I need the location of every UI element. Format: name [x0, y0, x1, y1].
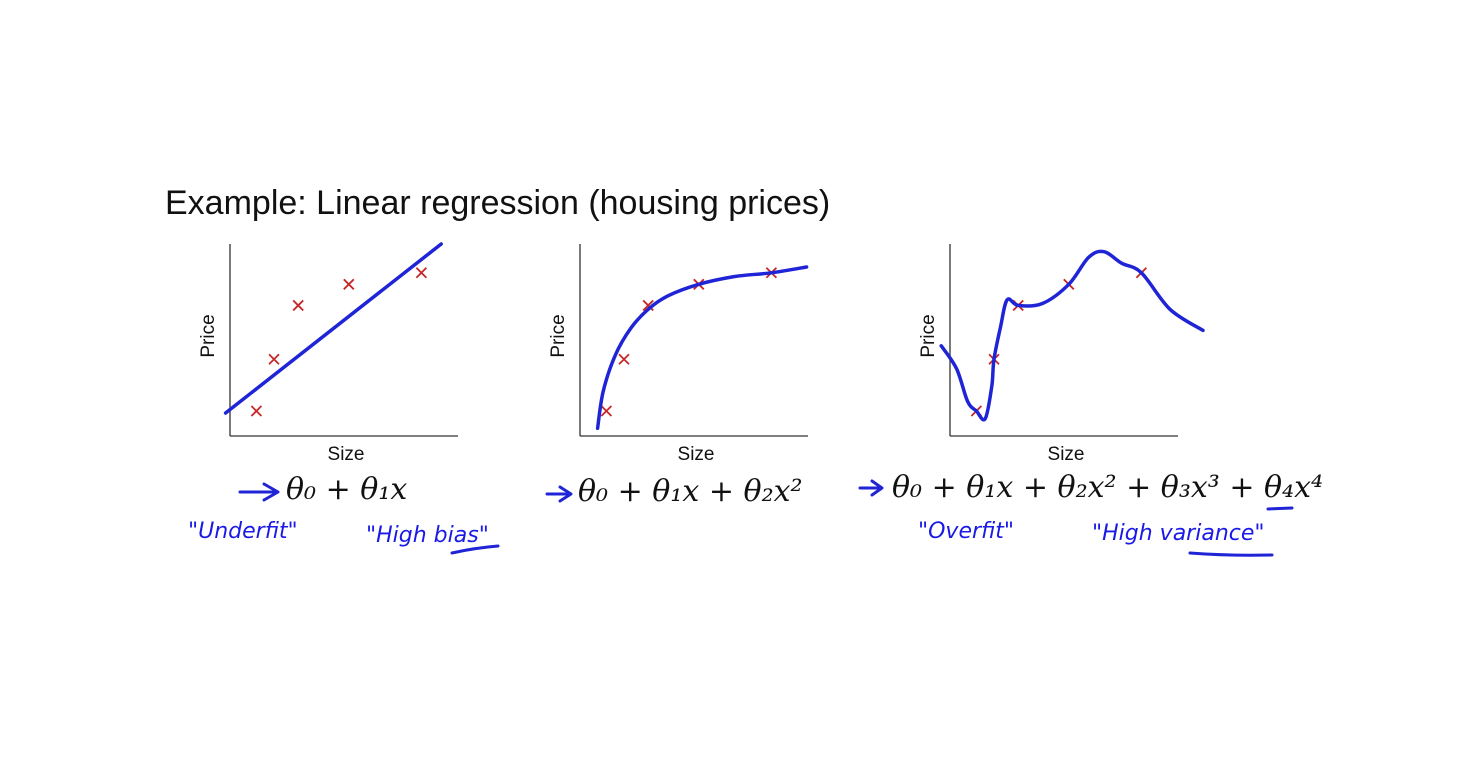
slide-title: Example: Linear regression (housing pric… — [165, 184, 830, 222]
data-point-1 — [268, 353, 280, 365]
data-point-2 — [642, 299, 654, 312]
arrow-icon — [545, 485, 573, 503]
fit-line — [595, 265, 809, 431]
arrow-icon — [858, 479, 884, 497]
data-point-0 — [250, 405, 263, 417]
x-axis-label: Size — [1048, 444, 1085, 465]
data-point-4 — [415, 267, 428, 279]
data-points — [600, 267, 778, 417]
y-axis-label: Price — [548, 314, 569, 357]
x-axis-label: Size — [328, 444, 365, 465]
chart-overfit: Size Price θ₀ + θ₁x + θ₂x² + θ₃x³ + θ₄x⁴… — [858, 244, 1323, 557]
x-axis-label: Size — [678, 444, 715, 465]
y-axis-label: Price — [198, 314, 219, 357]
fit-line — [223, 242, 443, 415]
hypothesis-formula: θ₀ + θ₁x — [286, 472, 407, 507]
data-point-2 — [292, 299, 304, 312]
y-axis-label: Price — [918, 314, 939, 357]
arrow-icon — [238, 482, 280, 502]
hypothesis-formula: θ₀ + θ₁x + θ₂x² — [578, 474, 803, 509]
hypothesis-formula: θ₀ + θ₁x + θ₂x² + θ₃x³ + θ₄x⁴ — [892, 470, 1323, 505]
chart-just-right: Size Price θ₀ + θ₁x + θ₂x² — [545, 244, 809, 509]
chart-underfit: Size Price θ₀ + θ₁x "Underfit" "High bia… — [188, 242, 500, 555]
underline-mark — [1188, 551, 1274, 557]
data-point-3 — [343, 278, 355, 290]
fit-line — [939, 249, 1205, 422]
note-underfit: "Underfit" — [188, 519, 298, 544]
fit-curve — [223, 242, 443, 415]
underline-mark — [1266, 506, 1294, 511]
note-overfit: "Overfit" — [918, 519, 1014, 544]
data-point-1 — [618, 353, 630, 365]
note-high-bias: "High bias" — [366, 523, 489, 548]
data-point-0 — [600, 405, 613, 417]
fit-curve — [939, 249, 1205, 422]
data-points — [250, 267, 428, 417]
underline-mark — [450, 544, 500, 555]
fit-curve — [595, 265, 809, 431]
note-high-variance: "High variance" — [1092, 521, 1265, 546]
